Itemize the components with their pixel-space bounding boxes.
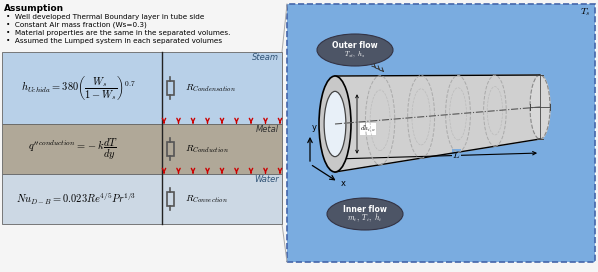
Text: $L$: $L$ [453,150,460,160]
Bar [2,52,282,124]
Ellipse shape [319,76,351,172]
Text: Metal: Metal [256,125,279,134]
Ellipse shape [317,34,393,66]
Bar [287,4,595,262]
Text: $R_{Convection}$: $R_{Convection}$ [185,193,228,205]
Text: x: x [341,180,346,188]
Text: $T_{st},\ h_s$: $T_{st},\ h_s$ [344,49,366,59]
Text: $q''^{conduction} = -k\dfrac{dT}{dy}$: $q''^{conduction} = -k\dfrac{dT}{dy}$ [28,136,118,162]
Polygon shape [335,75,550,172]
Text: Water: Water [254,175,279,184]
Text: $R_{Conduction}$: $R_{Conduction}$ [185,143,229,155]
Text: $dh_{i,o}$: $dh_{i,o}$ [360,124,376,134]
Text: •  Constant Air mass fraction (Ws=0.3): • Constant Air mass fraction (Ws=0.3) [6,22,147,29]
Ellipse shape [324,91,346,157]
Ellipse shape [327,198,403,230]
Text: Inner flow: Inner flow [343,206,387,215]
Text: y: y [312,123,317,132]
Text: $h_{Uchida} = 380\left(\dfrac{W_s}{1-W_s}\right)^{0.7}$: $h_{Uchida} = 380\left(\dfrac{W_s}{1-W_s… [20,74,136,102]
Text: $Nu_{D-B} = 0.023Re^{4/5}Pr^{1/3}$: $Nu_{D-B} = 0.023Re^{4/5}Pr^{1/3}$ [16,191,136,207]
Text: $R_{Condensation}$: $R_{Condensation}$ [185,82,236,94]
Text: $T_s$: $T_s$ [581,6,591,18]
Text: •  Material properties are the same in the separated volumes.: • Material properties are the same in th… [6,30,230,36]
Text: Assumption: Assumption [4,4,64,13]
Bar [2,124,282,174]
Bar [2,174,282,224]
Text: •  Well developed Thermal Boundary layer in tube side: • Well developed Thermal Boundary layer … [6,14,205,20]
Text: Outer flow: Outer flow [332,42,378,51]
Text: •  Assumed the Lumped system in each separated volumes: • Assumed the Lumped system in each sepa… [6,38,222,44]
Ellipse shape [530,75,550,139]
Text: Steam: Steam [252,53,279,62]
Text: $m_i,\ T_i,\ h_i$: $m_i,\ T_i,\ h_i$ [347,212,383,224]
